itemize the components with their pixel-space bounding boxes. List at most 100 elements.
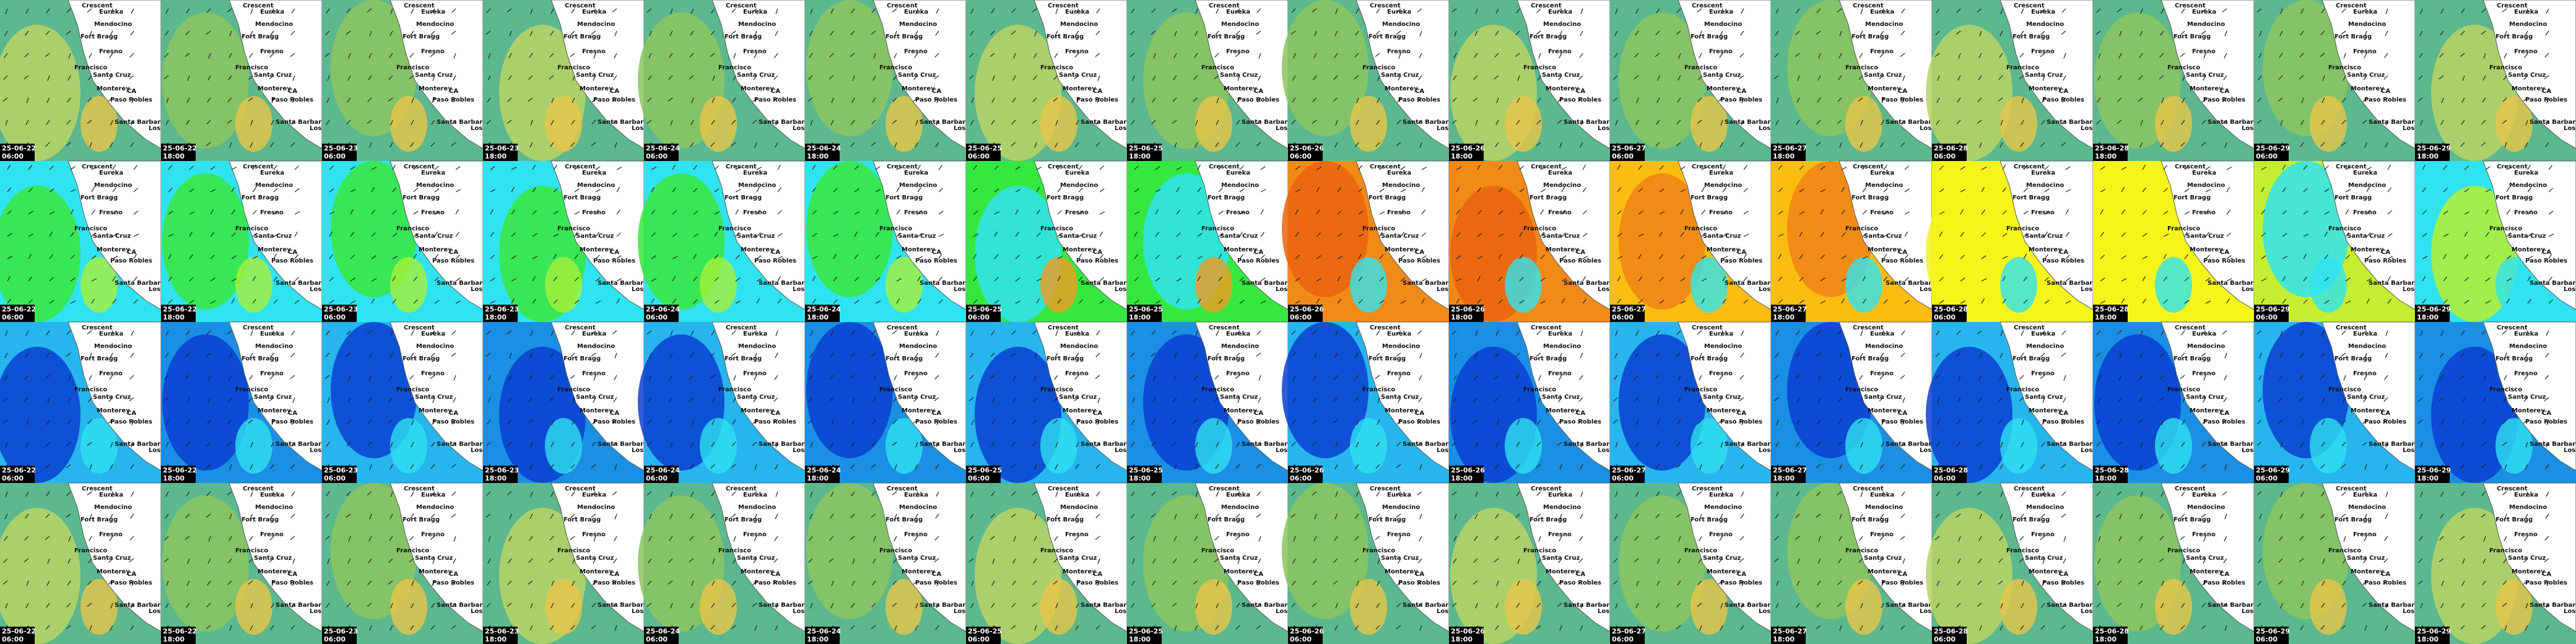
wind-arrow bbox=[1291, 8, 1296, 13]
wind-arrow bbox=[110, 352, 113, 359]
wind-arrow bbox=[1099, 231, 1103, 237]
place-label: Paso Robles bbox=[1076, 419, 1118, 425]
place-label: Eureka bbox=[1065, 492, 1089, 498]
wind-arrow bbox=[1557, 580, 1562, 585]
place-label: Fresno bbox=[582, 531, 606, 538]
wind-arrow bbox=[1517, 397, 1520, 403]
wind-arrow bbox=[2546, 419, 2549, 425]
wind-arrow bbox=[1055, 352, 1058, 359]
place-label: Monterey bbox=[1868, 246, 1901, 253]
place-label: Mendocino bbox=[1060, 182, 1098, 189]
wind-arrow bbox=[1775, 330, 1779, 336]
wind-arrow bbox=[935, 513, 939, 519]
wind-arrow bbox=[47, 397, 50, 403]
wind-arrow bbox=[2201, 330, 2206, 335]
wind-arrow bbox=[350, 277, 355, 282]
date-box bbox=[2415, 466, 2450, 483]
wind-arrow bbox=[1151, 120, 1156, 124]
wind-arrow bbox=[2180, 53, 2185, 58]
wind-arrow bbox=[2460, 352, 2465, 357]
wind-arrow bbox=[347, 397, 351, 403]
place-label: Santa Barbara bbox=[1242, 119, 1292, 126]
place-label: Mendocino bbox=[899, 182, 937, 189]
place-label: CA bbox=[2059, 249, 2068, 256]
wind-arrow bbox=[2019, 558, 2024, 563]
wind-arrow bbox=[2117, 330, 2122, 335]
wind-arrow bbox=[1860, 30, 1863, 37]
wind-arrow bbox=[1012, 580, 1016, 586]
wind-arrow bbox=[2506, 255, 2512, 259]
wind-arrow bbox=[2117, 491, 2122, 496]
wind-arrow bbox=[1904, 300, 1910, 304]
place-label: CA bbox=[288, 249, 297, 256]
wind-arrow bbox=[2485, 209, 2489, 215]
wind-arrow bbox=[2040, 352, 2045, 357]
wind-arrow bbox=[591, 464, 596, 469]
place-label: Crescent bbox=[2336, 324, 2367, 331]
place-label: Francisco bbox=[2489, 386, 2522, 393]
place-label: Santa Cruz bbox=[2347, 233, 2385, 240]
wind-arrow bbox=[1151, 8, 1156, 13]
place-label: Crescent bbox=[2014, 163, 2045, 170]
wind-arrow bbox=[1076, 120, 1079, 126]
wind-arrow bbox=[1055, 513, 1058, 520]
wind-arrow bbox=[2502, 603, 2507, 607]
wind-arrow bbox=[2140, 8, 2143, 14]
wind-arrow bbox=[2061, 142, 2066, 147]
wind-arrow bbox=[2098, 536, 2101, 542]
time-label: 18:00 bbox=[2095, 152, 2117, 160]
wind-arrow bbox=[1699, 53, 1702, 59]
wind-arrow bbox=[1578, 558, 1583, 563]
place-label: Fresno bbox=[904, 531, 928, 538]
wind-arrow bbox=[1536, 120, 1541, 124]
wind-arrow bbox=[1799, 277, 1804, 282]
wind-arrow bbox=[1743, 299, 1748, 304]
wind-arrow bbox=[1816, 8, 1821, 13]
wind-arrow bbox=[690, 442, 694, 448]
field-spot bbox=[1845, 257, 1882, 313]
place-label: Monterey bbox=[580, 407, 613, 414]
wind-arrow bbox=[1419, 142, 1422, 148]
place-label: Santa Barbara bbox=[1886, 119, 1936, 126]
wind-arrow bbox=[129, 558, 134, 563]
place-label: CA bbox=[449, 249, 458, 256]
place-label: Francisco bbox=[879, 225, 912, 232]
wind-arrow bbox=[248, 419, 253, 424]
wind-arrow bbox=[1172, 330, 1177, 335]
wind-arrow bbox=[812, 187, 817, 193]
date-label: 25-06-29 bbox=[2256, 627, 2290, 635]
wind-arrow bbox=[486, 120, 491, 124]
wind-arrow bbox=[2320, 30, 2325, 35]
wind-arrow bbox=[1841, 278, 1847, 282]
place-label: Eureka bbox=[1548, 492, 1572, 498]
wind-arrow bbox=[2525, 8, 2528, 14]
wind-arrow bbox=[1614, 30, 1618, 37]
wind-arrow bbox=[971, 580, 974, 586]
wind-arrow bbox=[1076, 8, 1079, 14]
wind-arrow bbox=[1400, 300, 1406, 304]
wind-arrow bbox=[1958, 375, 1961, 381]
place-label: Paso Robles bbox=[1720, 419, 1762, 425]
place-label: Santa Cruz bbox=[1542, 555, 1580, 562]
wind-arrow bbox=[1033, 558, 1037, 564]
wind-arrow bbox=[2118, 53, 2122, 59]
place-label: Fresno bbox=[743, 531, 767, 538]
wind-arrow bbox=[290, 536, 295, 541]
wind-arrow bbox=[871, 352, 876, 357]
wind-arrow bbox=[871, 30, 876, 35]
wind-arrow bbox=[2343, 536, 2346, 542]
wind-arrow bbox=[2223, 558, 2227, 564]
wind-arrow bbox=[327, 75, 330, 81]
wind-arrow bbox=[1677, 419, 1681, 425]
wind-arrow bbox=[91, 167, 97, 170]
wind-arrow bbox=[733, 558, 736, 564]
wind-arrow bbox=[163, 558, 169, 563]
wind-arrow bbox=[2504, 625, 2507, 631]
place-label: Eureka bbox=[2192, 9, 2216, 15]
wind-arrow bbox=[2062, 419, 2066, 425]
place-label: Monterey bbox=[2512, 246, 2545, 253]
wind-arrow bbox=[871, 330, 876, 335]
wind-arrow bbox=[2226, 167, 2232, 170]
wind-arrow bbox=[829, 397, 834, 402]
